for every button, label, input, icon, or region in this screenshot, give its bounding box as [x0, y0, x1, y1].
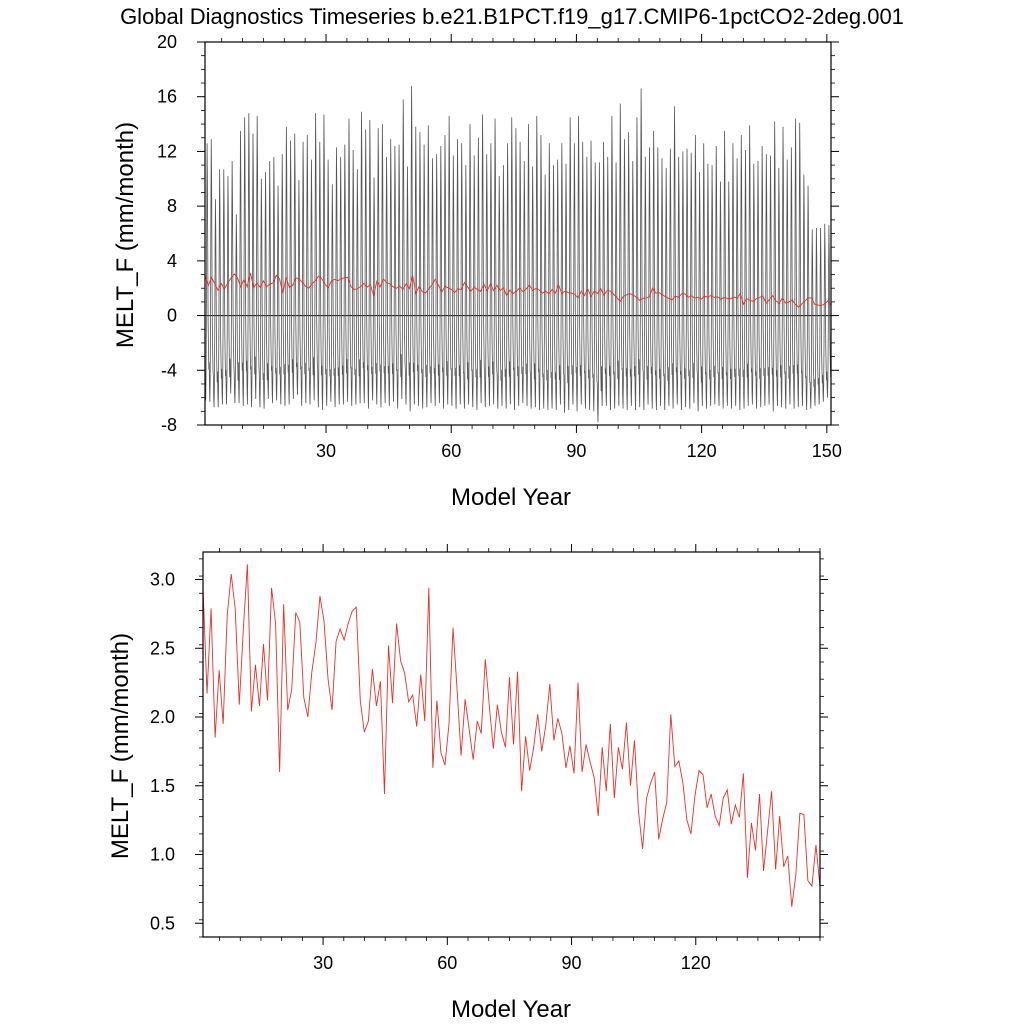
bottom-x-tick-label: 90 [562, 953, 582, 973]
top-y-tick-label: 16 [157, 87, 177, 107]
top-y-axis-label: MELT_F (mm/month) [112, 122, 139, 348]
top-x-tick-label: 150 [812, 441, 842, 461]
bottom-plot-clip-area [203, 564, 820, 907]
top-plot-clip-area [205, 85, 831, 423]
bottom-y-tick-label: 1.0 [150, 845, 175, 865]
bottom-x-axis-label: Model Year [451, 996, 571, 1023]
bottom-y-tick-label: 3.0 [150, 570, 175, 590]
bottom-annual-series-line [203, 564, 820, 907]
bottom-panel: 30 60 90 120 0.5 1.0 1.5 2.0 2.5 3.0 Model Year M… [107, 544, 828, 1023]
bottom-y-tick-label: 0.5 [150, 913, 175, 933]
top-y-tick-label: 20 [157, 32, 177, 52]
bottom-x-tick-label: 30 [313, 953, 333, 973]
bottom-x-tick-label: 120 [681, 953, 711, 973]
bottom-y-tick-label: 2.0 [150, 707, 175, 727]
bottom-y-axis-label: MELT_F (mm/month) [107, 633, 134, 859]
bottom-y-tick-label: 2.5 [150, 638, 175, 658]
figure-title: Global Diagnostics Timeseries b.e21.B1PC… [120, 4, 904, 29]
top-panel: 30 60 90 120 150 -8 -4 0 4 8 12 16 20 Model Year MEL… [112, 32, 842, 511]
top-annual-series-line [205, 272, 831, 308]
top-monthly-series-line [205, 85, 831, 423]
top-y-tick-label: 8 [167, 196, 177, 216]
top-ticks: 30 60 90 120 150 -8 -4 0 4 8 12 16 20 [157, 32, 842, 461]
bottom-ticks: 30 60 90 120 0.5 1.0 1.5 2.0 2.5 3.0 [150, 544, 828, 973]
top-y-tick-label: -8 [161, 415, 177, 435]
bottom-plot-frame [202, 551, 821, 938]
top-y-tick-label: 0 [167, 306, 177, 326]
top-x-tick-label: 60 [441, 441, 461, 461]
top-y-tick-label: 12 [157, 141, 177, 161]
top-x-axis-label: Model Year [451, 484, 571, 511]
top-x-tick-label: 120 [687, 441, 717, 461]
top-y-tick-label: 4 [167, 251, 177, 271]
bottom-y-tick-label: 1.5 [150, 776, 175, 796]
top-x-tick-label: 30 [316, 441, 336, 461]
bottom-x-tick-label: 60 [437, 953, 457, 973]
top-x-tick-label: 90 [566, 441, 586, 461]
top-y-tick-label: -4 [161, 360, 177, 380]
